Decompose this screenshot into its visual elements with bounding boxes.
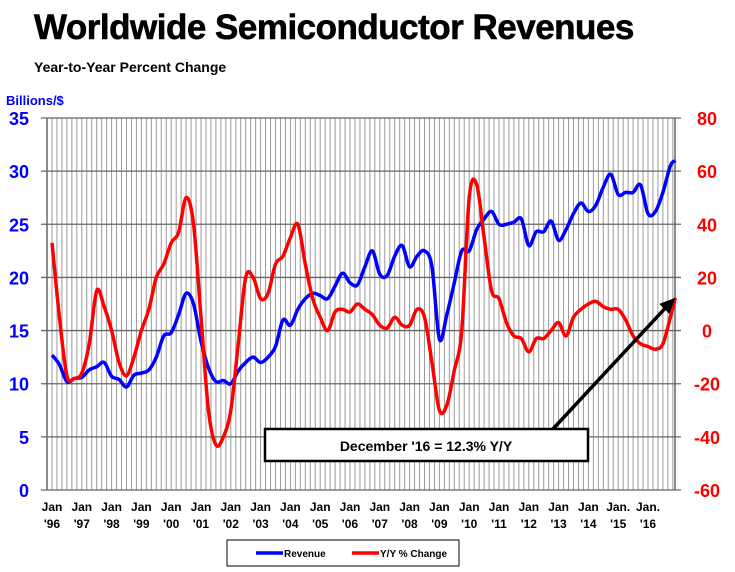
y-tick-label: 15 (9, 322, 29, 342)
y2-tick-label: 20 (697, 268, 717, 288)
x-tick-label: Jan (429, 500, 450, 514)
x-tick-label: Jan. (636, 500, 660, 514)
x-tick-label-year: '12 (521, 517, 538, 531)
x-tick-label-year: '16 (640, 517, 657, 531)
x-tick-label: Jan (42, 500, 63, 514)
annotation-arrow (550, 304, 669, 432)
x-tick-label: Jan (71, 500, 92, 514)
y-tick-label: 5 (19, 428, 29, 448)
x-tick-label-year: '97 (74, 517, 91, 531)
y-tick-label: 10 (9, 375, 29, 395)
y-tick-label: 35 (9, 109, 29, 129)
x-tick-label-year: '14 (580, 517, 597, 531)
chart-title: Worldwide Semiconductor Revenues (34, 8, 635, 48)
x-tick-label: Jan (518, 500, 539, 514)
annotation-text: December '16 = 12.3% Y/Y (340, 438, 513, 454)
x-tick-label: Jan (399, 500, 420, 514)
legend-label: Y/Y % Change (380, 549, 447, 560)
x-tick-label-year: '08 (401, 517, 418, 531)
y2-tick-label: -40 (694, 428, 720, 448)
y-tick-label: 0 (19, 481, 29, 501)
x-tick-label-year: '09 (431, 517, 448, 531)
x-tick-label-year: '03 (252, 517, 269, 531)
x-tick-label: Jan (101, 500, 122, 514)
x-tick-label: Jan (161, 500, 182, 514)
x-tick-label-year: '15 (610, 517, 627, 531)
legend-label: Revenue (284, 549, 326, 560)
y2-tick-label: -60 (694, 481, 720, 501)
y2-tick-label: -20 (694, 375, 720, 395)
x-tick-label: Jan (369, 500, 390, 514)
x-tick-label-year: '05 (312, 517, 329, 531)
x-tick-label: Jan (250, 500, 271, 514)
y2-tick-label: 0 (702, 322, 712, 342)
x-tick-label-year: '00 (163, 517, 180, 531)
annotation-box (263, 427, 590, 463)
x-tick-label-year: '11 (491, 517, 507, 531)
y2-tick-label: 60 (697, 162, 717, 182)
yoy-change-line (50, 177, 678, 449)
x-tick-label-year: '10 (461, 517, 478, 531)
x-tick-label-year: '07 (372, 517, 389, 531)
x-tick-label-year: '98 (103, 517, 120, 531)
revenue-line (50, 159, 677, 389)
x-tick-label-year: '96 (44, 517, 61, 531)
annotation-arrowhead (659, 297, 676, 314)
x-tick-label: Jan (280, 500, 301, 514)
x-tick-label: Jan (220, 500, 241, 514)
y-axis-label: Billions/$ (6, 93, 64, 108)
chart-subtitle: Year-to-Year Percent Change (34, 59, 227, 75)
x-tick-label: Jan. (606, 500, 630, 514)
y-tick-label: 20 (9, 268, 29, 288)
y-tick-label: 25 (9, 215, 29, 235)
y2-tick-label: 80 (697, 109, 717, 129)
x-tick-label-year: '01 (193, 517, 210, 531)
x-tick-label: Jan (459, 500, 480, 514)
x-tick-label-year: '02 (223, 517, 240, 531)
y2-tick-label: 40 (697, 215, 717, 235)
x-tick-label: Jan (340, 500, 361, 514)
x-tick-label: Jan (191, 500, 212, 514)
x-tick-label: Jan (131, 500, 152, 514)
x-tick-label: Jan (489, 500, 510, 514)
x-tick-label: Jan (310, 500, 331, 514)
x-tick-label-year: '99 (133, 517, 150, 531)
x-tick-label: Jan (548, 500, 569, 514)
x-tick-label-year: '04 (282, 517, 299, 531)
x-tick-label-year: '06 (342, 517, 359, 531)
x-tick-label: Jan (578, 500, 599, 514)
x-tick-label-year: '13 (550, 517, 567, 531)
y-tick-label: 30 (9, 162, 29, 182)
